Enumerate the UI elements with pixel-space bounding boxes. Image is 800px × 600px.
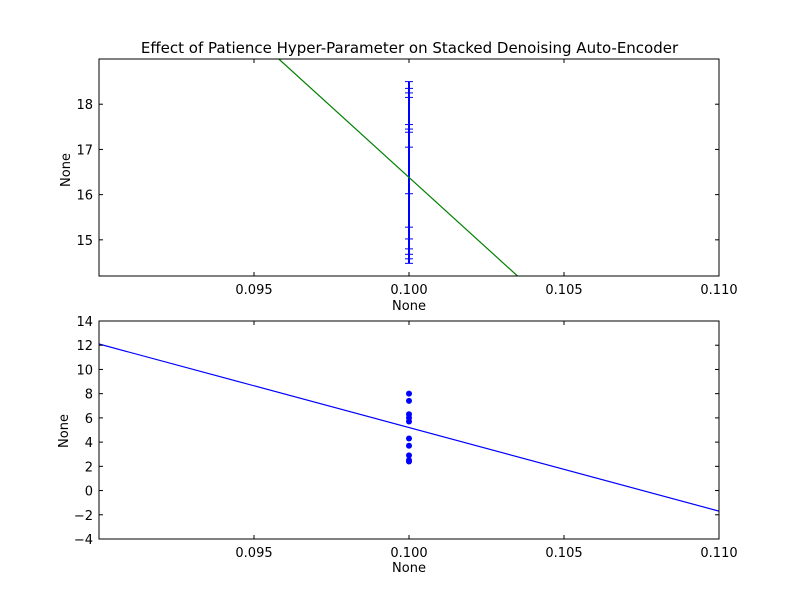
bottom-y-tick-label: 4: [85, 436, 93, 451]
top-x-tick-label: 0.110: [700, 283, 737, 298]
bottom-y-tick-label: −4: [74, 533, 93, 548]
fit-line: [99, 343, 719, 512]
bottom-y-tick-label: −2: [74, 509, 93, 524]
chart-title: Effect of Patience Hyper-Parameter on St…: [141, 39, 679, 57]
bottom-y-tick-label: 6: [85, 412, 93, 427]
bottom-panel-ticks: 0.095 0.100 0.105 0.110 −4 −2 0 2 4 6 8 10 12 14: [74, 315, 738, 561]
top-y-tick-label: 18: [76, 98, 93, 113]
top-y-tick-label: 15: [76, 234, 93, 249]
bottom-panel: 0.095 0.100 0.105 0.110 −4 −2 0 2 4 6 8 10 12 14 None…: [57, 315, 738, 576]
data-point: [406, 390, 412, 397]
bottom-y-tick-label: 14: [76, 315, 93, 330]
top-x-tick-label: 0.100: [390, 283, 427, 298]
bottom-y-tick-label: 12: [76, 339, 93, 354]
bottom-y-tick-label: 8: [85, 388, 93, 403]
top-x-tick-label: 0.105: [545, 283, 582, 298]
data-point: [406, 457, 412, 464]
bottom-x-tick-label: 0.100: [390, 546, 427, 561]
top-y-tick-label: 17: [76, 143, 93, 158]
top-panel: 0.095 0.100 0.105 0.110 15 16 17 18 None None: [59, 58, 738, 314]
bottom-x-tick-label: 0.095: [235, 546, 272, 561]
bottom-x-axis-label: None: [392, 561, 426, 576]
bottom-y-tick-label: 10: [76, 363, 93, 378]
bottom-plot-area: [99, 343, 719, 512]
top-plot-area: [278, 59, 518, 276]
data-point: [406, 442, 412, 449]
bottom-x-tick-label: 0.110: [700, 546, 737, 561]
bottom-y-tick-label: 0: [85, 485, 93, 500]
top-x-tick-label: 0.095: [235, 283, 272, 298]
bottom-x-tick-label: 0.105: [545, 546, 582, 561]
bottom-y-axis-label: None: [57, 414, 72, 448]
top-panel-ticks: 0.095 0.100 0.105 0.110 15 16 17 18: [76, 59, 738, 298]
data-point: [406, 418, 412, 425]
top-panel-data: [278, 59, 518, 276]
top-y-axis-label: None: [59, 153, 74, 187]
data-point: [406, 397, 412, 404]
top-x-axis-label: None: [392, 299, 426, 314]
bottom-panel-data: [99, 343, 719, 512]
data-point: [406, 435, 412, 442]
top-y-tick-label: 16: [76, 189, 93, 204]
bottom-y-tick-label: 2: [85, 460, 93, 475]
fit-line: [278, 59, 518, 276]
data-point: [406, 452, 412, 459]
